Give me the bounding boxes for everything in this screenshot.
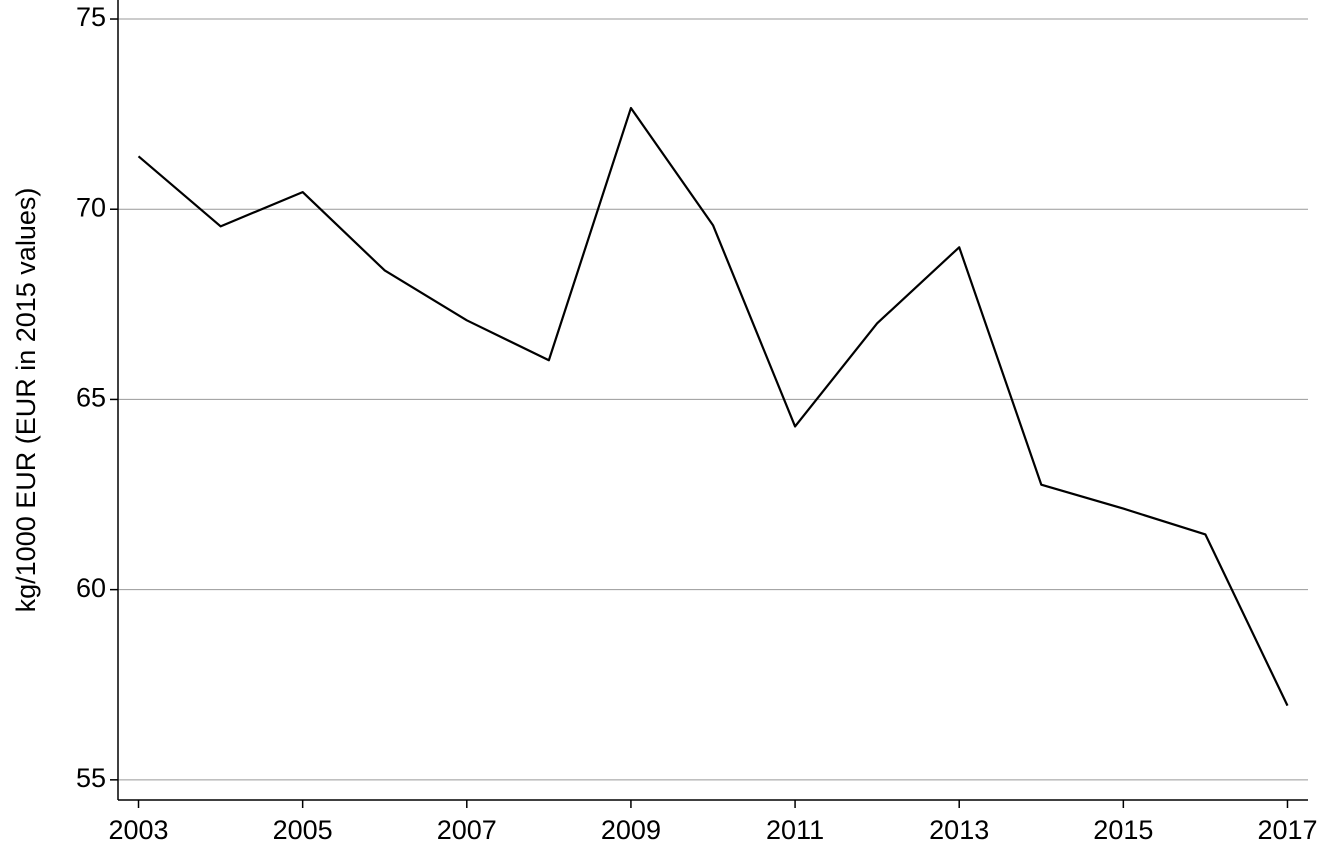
x-tick-label: 2015 (1093, 815, 1153, 843)
x-tick-label: 2017 (1257, 815, 1317, 843)
y-tick-label: 75 (76, 2, 106, 32)
x-tick-label: 2005 (273, 815, 333, 843)
x-tick-label: 2011 (766, 815, 824, 843)
x-tick-label: 2013 (929, 815, 989, 843)
x-tick-label: 2007 (437, 815, 497, 843)
data-line (137, 106, 1289, 707)
y-tick-label: 55 (76, 763, 106, 793)
y-tick-label: 60 (76, 573, 106, 603)
x-tick-label: 2009 (601, 815, 661, 843)
y-tick-label: 65 (76, 383, 106, 413)
x-tick-label: 2003 (108, 815, 168, 843)
y-axis-label: kg/1000 EUR (EUR in 2015 values) (11, 188, 41, 613)
y-tick-label: 70 (76, 192, 106, 222)
